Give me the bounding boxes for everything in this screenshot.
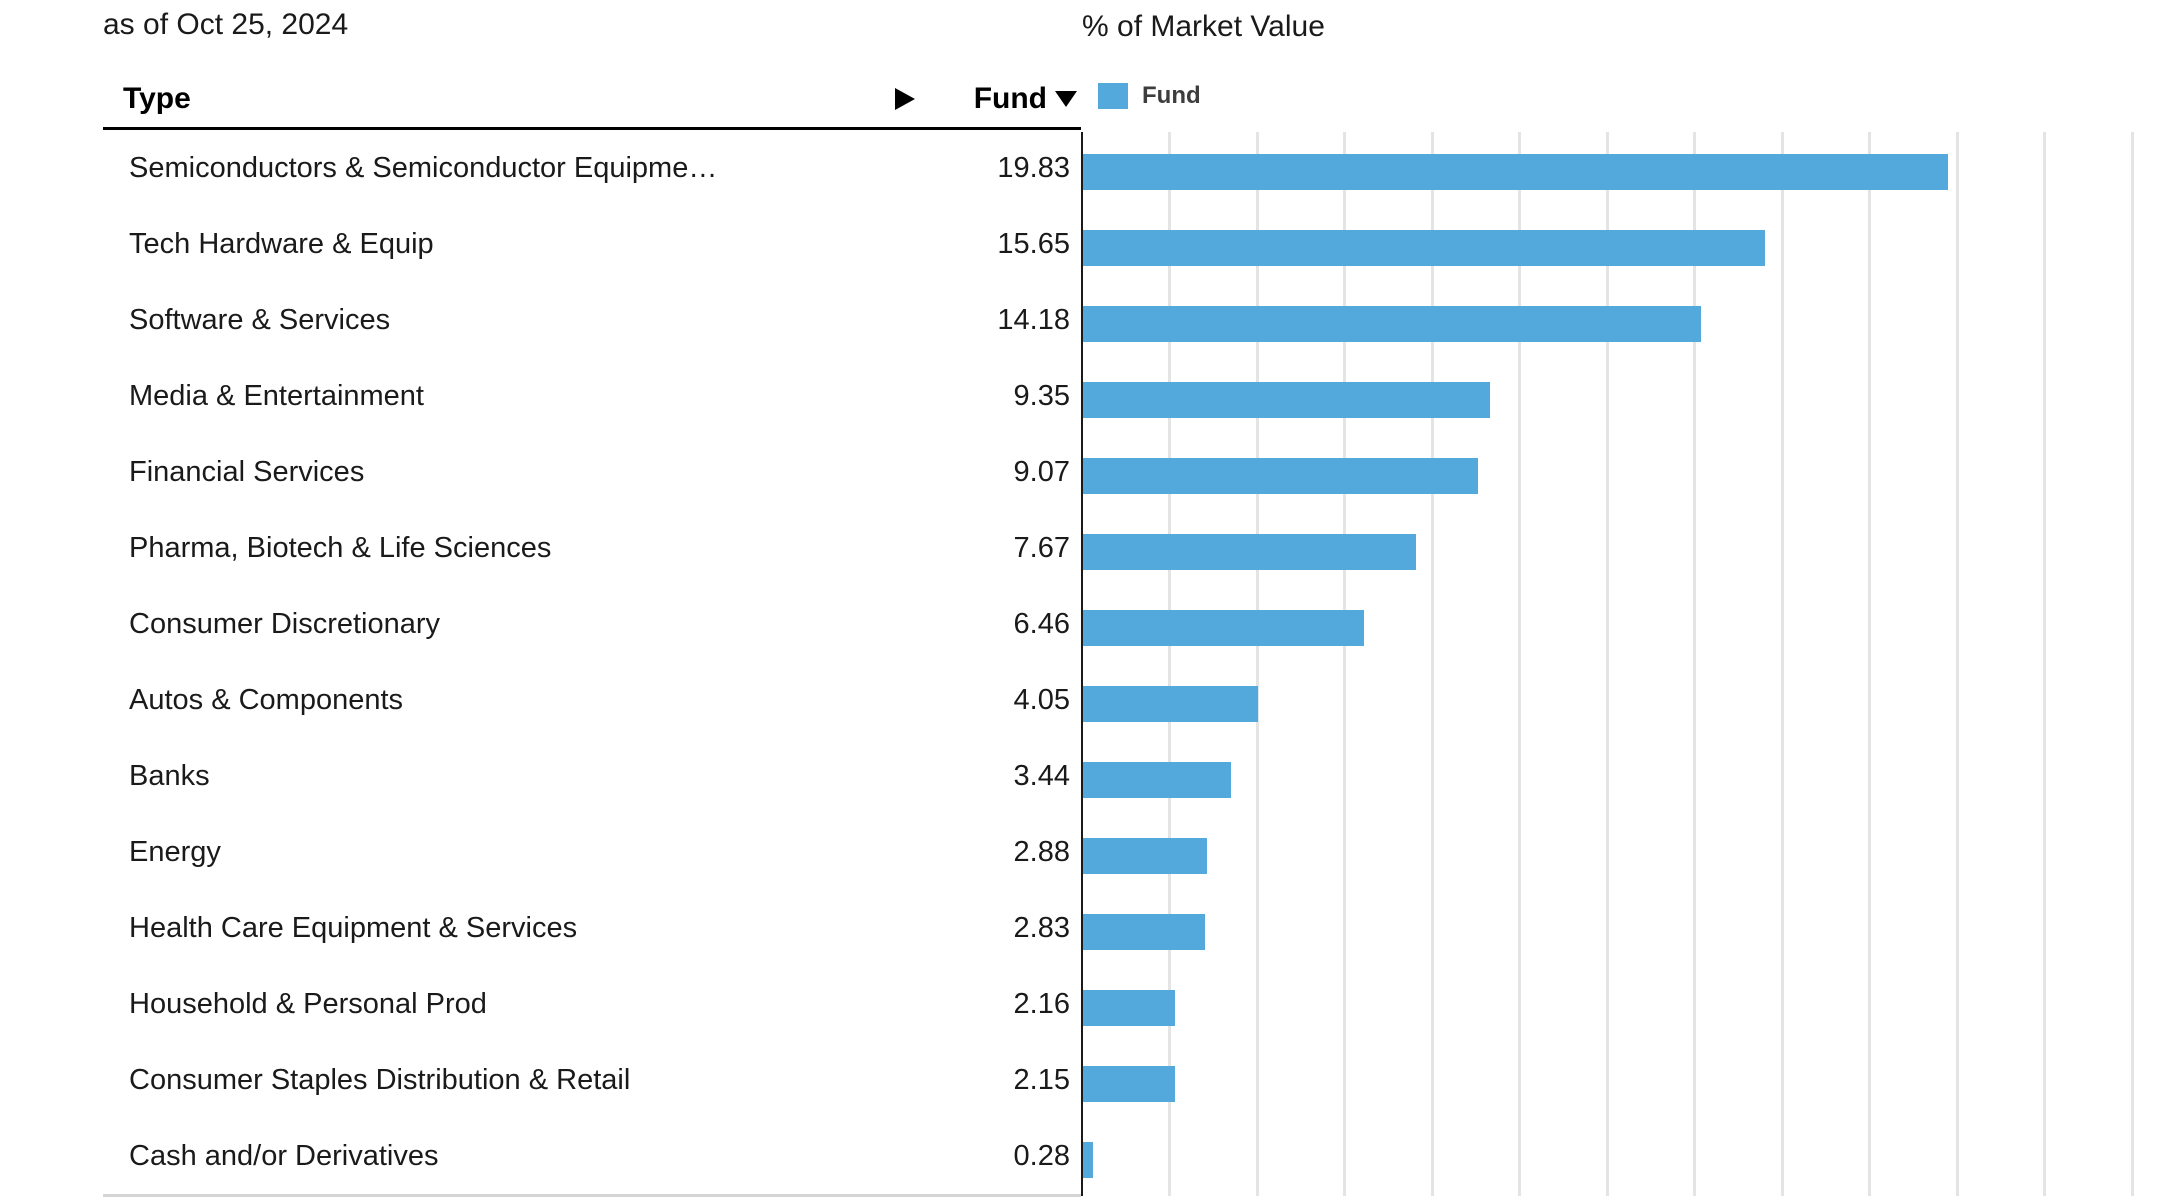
row-fund-value: 2.83 [1013,911,1070,944]
fund-bar[interactable] [1081,990,1176,1026]
column-header-fund-label: Fund [973,81,1047,115]
chart-gridline [1955,132,1959,1196]
row-type-label: Energy [129,835,221,868]
market-value-bar-chart [1081,132,2170,1196]
row-fund-value: 14.18 [997,303,1070,336]
row-fund-value: 9.07 [1013,455,1070,488]
column-header-type[interactable]: Type [123,81,191,115]
fund-bar[interactable] [1081,154,1949,190]
row-type-label: Cash and/or Derivatives [129,1139,439,1172]
row-type-label: Pharma, Biotech & Life Sciences [129,531,552,564]
table-row: Banks 3.44 [103,738,1081,814]
table-header-row: Type Fund [103,70,1081,127]
row-fund-value: 7.67 [1013,531,1070,564]
table-row: Autos & Components 4.05 [103,662,1081,738]
chart-title: % of Market Value [1082,10,1325,43]
legend-label: Fund [1142,82,1201,109]
row-type-label: Consumer Discretionary [129,607,441,640]
chart-gridline [1693,132,1697,1196]
fund-bar[interactable] [1081,686,1259,722]
fund-bar[interactable] [1081,762,1232,798]
fund-bar[interactable] [1081,914,1205,950]
fund-bar[interactable] [1081,534,1417,570]
table-row: Household & Personal Prod 2.16 [103,966,1081,1042]
table-row: Media & Entertainment 9.35 [103,358,1081,434]
row-fund-value: 9.35 [1013,379,1070,412]
fund-bar[interactable] [1081,230,1766,266]
table-row: Consumer Staples Distribution & Retail 2… [103,1042,1081,1118]
row-fund-value: 3.44 [1013,759,1070,792]
table-row: Energy 2.88 [103,814,1081,890]
chart-gridline [1168,132,1172,1196]
table-header-underline [103,127,1081,130]
chart-gridline [2130,132,2134,1196]
chart-gridline [1868,132,1872,1196]
table-row: Semiconductors & Semiconductor Equipme… … [103,130,1081,206]
row-type-label: Software & Services [129,303,391,336]
row-type-label: Financial Services [129,455,365,488]
row-type-label: Autos & Components [129,683,404,716]
chart-gridline [1780,132,1784,1196]
sort-descending-down-triangle-icon [1055,90,1077,107]
legend-swatch-icon [1098,83,1128,109]
row-fund-value: 19.83 [997,151,1070,184]
row-type-label: Media & Entertainment [129,379,424,412]
row-fund-value: 2.15 [1013,1063,1070,1096]
chart-y-axis-line [1081,132,1083,1196]
table-row: Financial Services 9.07 [103,434,1081,510]
expand-column-right-triangle-icon[interactable] [895,87,915,110]
fund-bar[interactable] [1081,458,1478,494]
table-row: Cash and/or Derivatives 0.28 [103,1118,1081,1194]
fund-bar[interactable] [1081,838,1207,874]
row-type-label: Health Care Equipment & Services [129,911,578,944]
row-type-label: Semiconductors & Semiconductor Equipme… [129,151,718,184]
column-header-fund-sort[interactable]: Fund [974,70,1077,127]
chart-gridline [1430,132,1434,1196]
fund-bar[interactable] [1081,1066,1176,1102]
chart-gridline [2043,132,2047,1196]
chart-gridline [1518,132,1522,1196]
table-row: Tech Hardware & Equip 15.65 [103,206,1081,282]
chart-legend-item-fund[interactable]: Fund [1098,82,1201,110]
fund-bar[interactable] [1081,382,1490,418]
chart-gridline [1343,132,1347,1196]
table-row: Consumer Discretionary 6.46 [103,586,1081,662]
row-type-label: Banks [129,759,210,792]
row-fund-value: 0.28 [1013,1139,1070,1172]
row-fund-value: 4.05 [1013,683,1070,716]
row-type-label: Consumer Staples Distribution & Retail [129,1063,631,1096]
row-fund-value: 2.88 [1013,835,1070,868]
holdings-table-body: Semiconductors & Semiconductor Equipme… … [103,130,1081,1197]
chart-gridline [1255,132,1259,1196]
table-row: Pharma, Biotech & Life Sciences 7.67 [103,510,1081,586]
fund-bar[interactable] [1081,306,1702,342]
row-fund-value: 6.46 [1013,607,1070,640]
row-fund-value: 2.16 [1013,987,1070,1020]
row-type-label: Household & Personal Prod [129,987,487,1020]
fund-bar[interactable] [1081,610,1364,646]
as-of-date: as of Oct 25, 2024 [103,8,349,41]
table-row: Software & Services 14.18 [103,282,1081,358]
fund-bar[interactable] [1081,1142,1094,1178]
table-row: Health Care Equipment & Services 2.83 [103,890,1081,966]
row-type-label: Tech Hardware & Equip [129,227,434,260]
row-fund-value: 15.65 [997,227,1070,260]
chart-gridline [1605,132,1609,1196]
